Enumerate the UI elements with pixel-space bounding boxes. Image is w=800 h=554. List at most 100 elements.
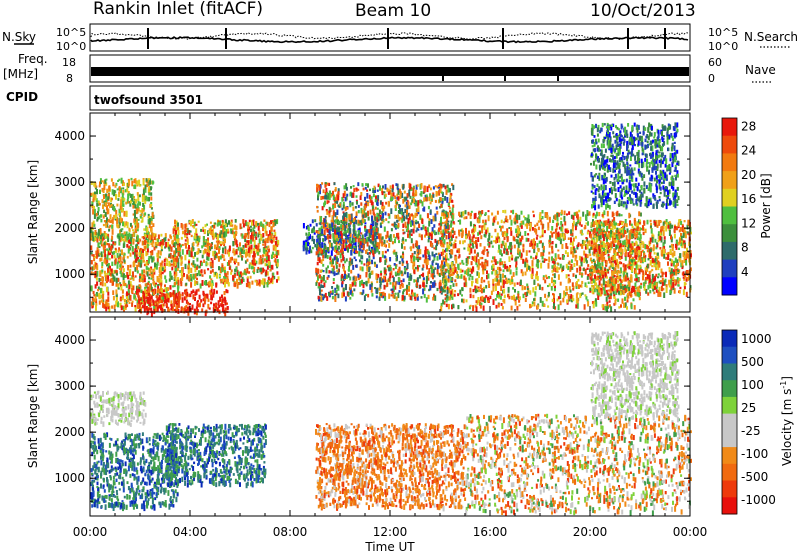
data-cell — [432, 194, 435, 198]
data-cell — [328, 213, 331, 218]
data-cell — [525, 237, 528, 242]
data-cell — [272, 222, 275, 228]
data-cell — [270, 220, 272, 225]
data-cell — [209, 248, 212, 251]
data-cell — [201, 280, 204, 286]
data-cell — [118, 218, 121, 224]
data-cell — [236, 282, 239, 289]
data-cell — [144, 239, 146, 245]
data-cell — [417, 206, 420, 212]
data-cell — [224, 246, 227, 250]
data-cell — [263, 219, 266, 222]
data-cell — [105, 178, 108, 181]
data-cell — [228, 266, 231, 270]
data-cell — [408, 281, 411, 286]
data-cell — [371, 246, 373, 250]
data-cell — [126, 298, 129, 303]
data-cell — [221, 267, 224, 273]
data-cell — [491, 212, 494, 216]
data-cell — [427, 232, 430, 238]
data-cell — [268, 236, 271, 241]
data-cell — [459, 219, 462, 225]
data-cell — [270, 233, 273, 240]
data-cell — [405, 289, 408, 295]
data-cell — [613, 294, 616, 297]
data-cell — [566, 299, 569, 304]
data-cell — [243, 270, 246, 275]
data-cell — [447, 303, 450, 310]
data-cell — [526, 291, 529, 296]
data-cell — [319, 248, 322, 253]
data-cell — [522, 220, 525, 225]
data-cell — [195, 266, 198, 270]
data-cell — [113, 304, 116, 310]
data-cell — [377, 218, 380, 222]
data-cell — [565, 263, 568, 269]
data-cell — [414, 194, 417, 197]
data-cell — [440, 251, 443, 257]
data-cell — [152, 278, 155, 282]
data-cell — [487, 280, 490, 284]
data-cell — [265, 257, 268, 263]
data-cell — [336, 251, 339, 256]
data-cell — [159, 262, 162, 267]
data-cell — [104, 273, 107, 277]
noise-panel-frame — [89, 23, 691, 52]
data-cell — [331, 295, 334, 300]
data-cell — [387, 266, 390, 271]
data-cell — [216, 307, 219, 313]
data-cell — [630, 303, 633, 310]
data-cell — [94, 186, 97, 190]
station-title: Rankin Inlet (fitACF) — [93, 0, 263, 19]
data-cell — [109, 265, 111, 269]
data-cell — [216, 253, 219, 259]
data-cell — [318, 242, 321, 248]
data-cell — [170, 303, 173, 307]
data-cell — [426, 186, 429, 192]
data-cell — [503, 261, 506, 264]
data-cell — [97, 211, 99, 216]
data-cell — [118, 235, 121, 241]
data-cell — [412, 228, 415, 234]
data-cell — [327, 247, 330, 252]
data-cell — [404, 239, 407, 242]
data-cell — [565, 243, 568, 249]
data-cell — [234, 268, 237, 272]
data-cell — [123, 198, 126, 201]
data-cell — [148, 218, 151, 223]
data-cell — [102, 204, 104, 210]
data-cell — [196, 251, 199, 255]
data-cell — [316, 238, 319, 244]
data-cell — [383, 191, 386, 194]
data-cell — [465, 216, 468, 220]
data-cell — [376, 287, 379, 293]
data-cell — [145, 261, 148, 266]
data-cell — [335, 272, 338, 276]
data-cell — [519, 279, 522, 286]
data-cell — [585, 285, 588, 288]
data-cell — [142, 291, 145, 295]
data-cell — [379, 283, 382, 289]
data-cell — [196, 257, 199, 262]
data-cell — [380, 270, 382, 274]
data-cell — [416, 293, 419, 298]
data-cell — [145, 291, 148, 294]
data-cell — [450, 290, 453, 295]
data-cell — [520, 210, 523, 215]
data-cell — [446, 223, 449, 229]
data-cell — [317, 255, 320, 262]
data-cell — [214, 232, 217, 238]
data-cell — [313, 238, 316, 242]
data-cell — [182, 274, 185, 278]
data-cell — [186, 249, 189, 255]
data-cell — [272, 256, 275, 258]
data-cell — [316, 183, 318, 187]
data-cell — [533, 301, 536, 307]
data-cell — [541, 216, 544, 220]
data-cell — [265, 269, 268, 276]
data-cell — [269, 278, 272, 283]
data-cell — [113, 255, 116, 259]
data-cell — [243, 235, 246, 239]
data-cell — [305, 242, 308, 248]
data-cell — [253, 266, 256, 273]
